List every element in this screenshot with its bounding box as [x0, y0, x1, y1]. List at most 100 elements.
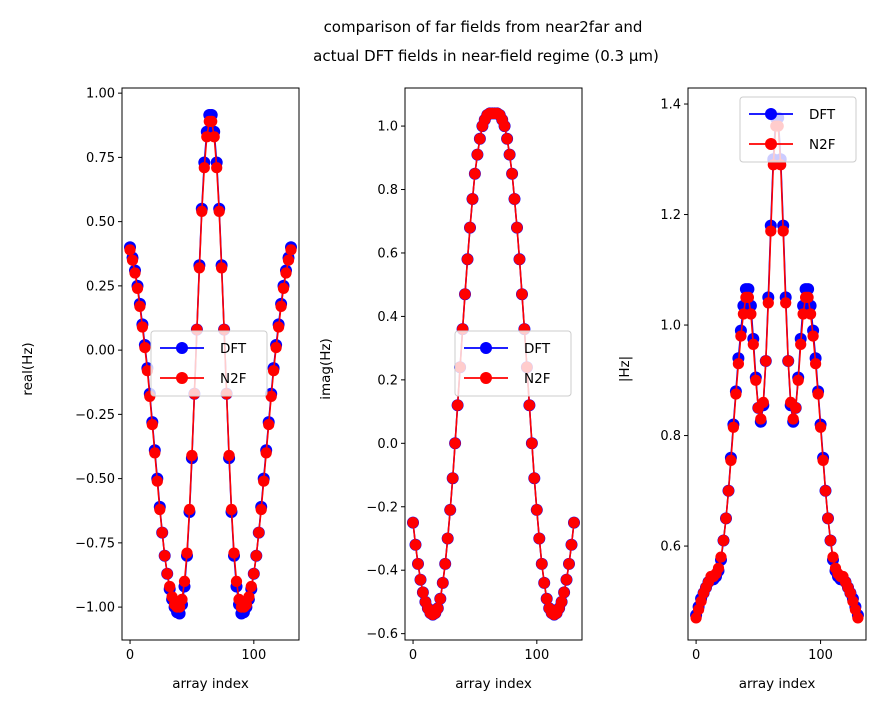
data-point [541, 593, 553, 605]
legend: DFT N2F [739, 96, 857, 163]
data-point [735, 330, 747, 342]
x-axis-label: array index [455, 676, 532, 692]
data-point [444, 504, 456, 516]
data-point [164, 580, 176, 593]
data-point [712, 562, 725, 574]
data-point [216, 262, 228, 274]
data-point [506, 168, 518, 180]
data-point [412, 558, 424, 570]
data-point [727, 421, 740, 433]
data-point [198, 162, 210, 174]
x-axis-label: array index [739, 676, 816, 692]
data-point [817, 454, 829, 466]
y-tick-label: 0.00 [86, 344, 115, 359]
series-n2f [690, 120, 864, 624]
data-point [134, 300, 146, 312]
series-n2f [407, 107, 580, 621]
data-point [787, 413, 799, 425]
data-point [245, 580, 257, 593]
data-point [852, 612, 864, 624]
y-tick-label: −0.25 [75, 408, 115, 423]
subplot-3: 0 100 1.4 1.2 1.0 0.8 0.6 array index |Hz| DFT N2F [617, 87, 867, 692]
data-point [432, 602, 444, 614]
data-point [407, 517, 419, 529]
chart-title-line-1: comparison of far fields from near2far a… [324, 18, 643, 36]
y-tick-label: 1.0 [660, 319, 681, 334]
y-tick-label: 1.00 [86, 87, 115, 102]
subplot-1: 0 100 1.00 0.75 0.50 0.25 0.00 −0.25 −0.50 −0.75 −… [20, 87, 300, 692]
data-point [255, 503, 267, 516]
legend: DFT N2F [454, 330, 572, 397]
data-point [149, 447, 161, 459]
data-point [765, 225, 777, 237]
y-tick-label: 0.6 [377, 246, 398, 261]
data-point [277, 282, 290, 294]
data-point [409, 539, 422, 551]
data-point [459, 288, 471, 300]
legend-label-n2f: N2F [809, 137, 835, 153]
axes-frame [687, 87, 867, 641]
data-point [270, 342, 282, 354]
data-point [213, 205, 225, 217]
data-point [819, 485, 832, 497]
data-point [824, 534, 837, 547]
y-tick-label: 0.4 [377, 310, 398, 325]
legend-box [150, 330, 268, 397]
chart-title-line-2: actual DFT fields in near-field regime (… [313, 47, 659, 65]
data-point [755, 413, 767, 425]
data-point [782, 355, 794, 367]
data-point [526, 437, 538, 449]
legend-marker-dft [480, 342, 492, 354]
data-point [156, 527, 168, 539]
y-tick-label: 0.25 [86, 279, 115, 294]
data-point [434, 593, 446, 605]
data-point [556, 596, 568, 608]
data-point [211, 162, 223, 174]
data-point [268, 365, 280, 377]
data-point [208, 131, 220, 143]
data-point [126, 254, 139, 266]
y-tick-label: −0.4 [366, 564, 398, 579]
data-point [159, 550, 171, 562]
data-point [196, 205, 208, 217]
data-point [558, 586, 570, 599]
data-point [225, 503, 238, 516]
x-tick-label: 0 [409, 648, 417, 663]
x-tick-label: 100 [241, 648, 266, 663]
y-tick-label: 0.75 [86, 151, 115, 166]
data-point [136, 321, 148, 333]
data-point [161, 568, 173, 580]
y-tick-label: −1.00 [75, 601, 115, 616]
legend-marker-n2f [176, 372, 188, 384]
data-point [146, 419, 158, 431]
data-point [760, 355, 772, 367]
y-tick-label: −0.50 [75, 472, 115, 487]
data-point [780, 297, 792, 309]
data-point [176, 593, 188, 606]
legend: DFT N2F [150, 330, 268, 397]
data-point [471, 149, 483, 161]
data-point [282, 254, 295, 266]
legend-label-n2f: N2F [524, 371, 550, 387]
data-point [206, 115, 218, 127]
data-point [536, 558, 548, 570]
data-point [178, 575, 191, 588]
data-point [750, 374, 762, 386]
data-point [474, 133, 486, 145]
data-point [461, 253, 474, 265]
x-tick-label: 100 [808, 648, 833, 663]
data-point [732, 358, 745, 370]
data-point [563, 558, 575, 570]
data-point [193, 262, 205, 274]
data-point [762, 297, 774, 309]
data-point [538, 577, 550, 589]
y-tick-label: 0.0 [377, 437, 398, 452]
y-tick-label: 0.50 [86, 215, 115, 230]
data-point [129, 267, 141, 279]
data-point [124, 244, 136, 256]
data-point [437, 577, 449, 589]
y-tick-label: 0.8 [660, 429, 681, 444]
data-point [139, 342, 151, 354]
legend-marker-dft [176, 342, 188, 354]
data-point [795, 338, 807, 350]
